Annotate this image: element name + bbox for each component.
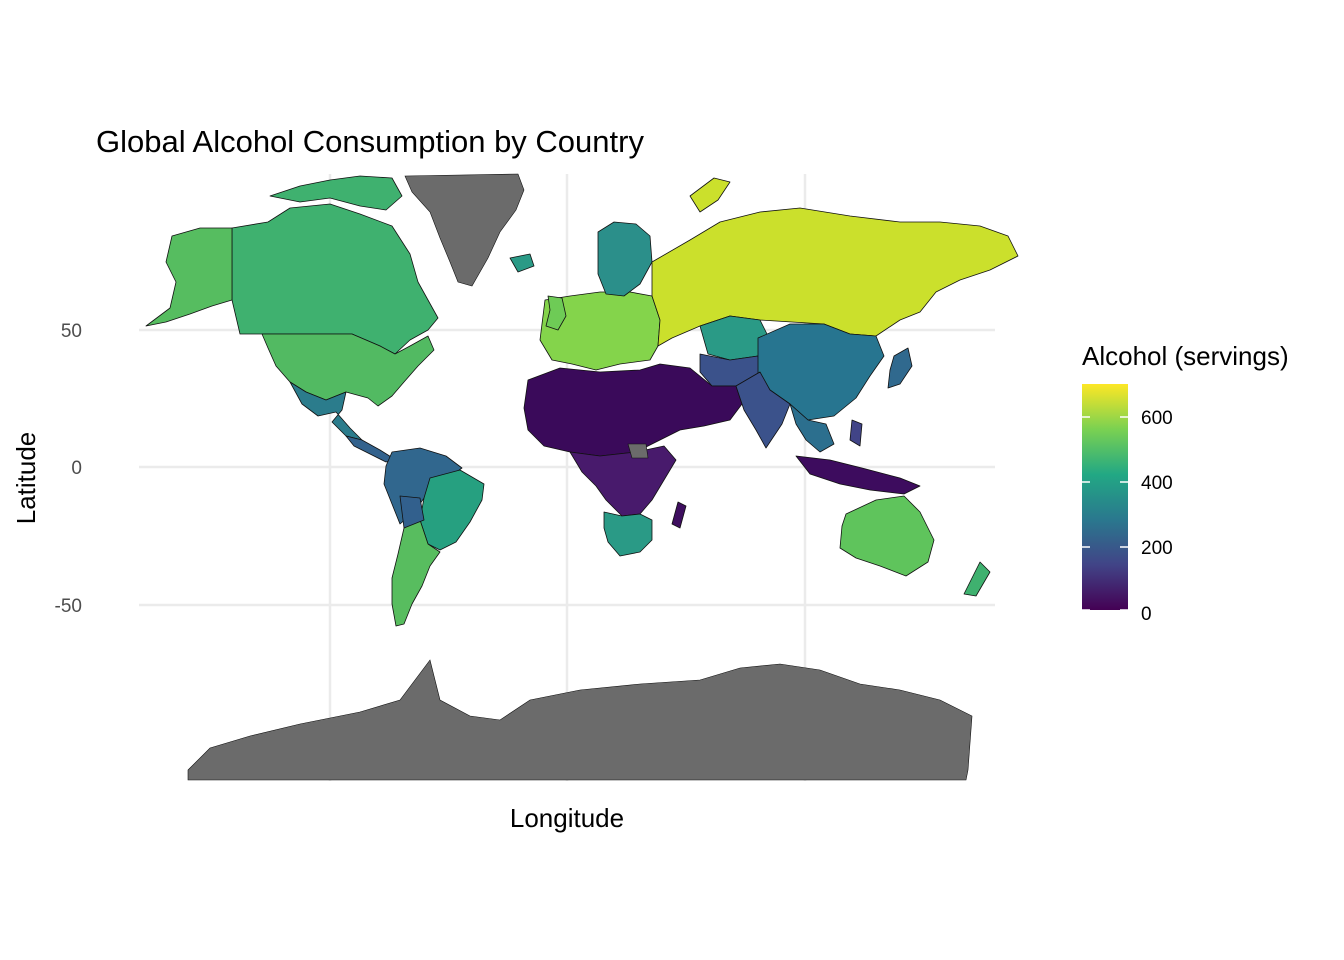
uk-shape bbox=[545, 295, 567, 331]
brazil-shape bbox=[419, 469, 485, 551]
iceland-shape bbox=[509, 253, 535, 273]
legend: Alcohol (servings) 600 400 200 0 bbox=[1082, 341, 1289, 625]
legend-label-400: 400 bbox=[1141, 473, 1173, 494]
canada-shape bbox=[231, 203, 439, 355]
north-africa-middle-east-shape bbox=[523, 363, 743, 457]
y-axis-title: Latitude bbox=[11, 432, 41, 525]
legend-title: Alcohol (servings) bbox=[1082, 341, 1289, 371]
y-tick-50: 50 bbox=[61, 321, 82, 342]
legend-label-600: 600 bbox=[1141, 408, 1173, 429]
bolivia-shape bbox=[399, 495, 425, 529]
x-axis-title: Longitude bbox=[510, 803, 624, 833]
central-america-shape bbox=[345, 435, 397, 463]
y-tick-0: 0 bbox=[71, 458, 82, 479]
congo-na-shape bbox=[627, 443, 649, 459]
india-shape bbox=[735, 371, 791, 449]
indonesia-shape bbox=[795, 455, 921, 495]
greenland-shape bbox=[404, 173, 525, 287]
new-zealand-shape bbox=[963, 561, 991, 597]
philippines-shape bbox=[849, 419, 863, 447]
central-africa-shape bbox=[569, 445, 677, 517]
southern-africa-shape bbox=[603, 511, 653, 557]
arctic-islands-shape bbox=[269, 175, 403, 211]
russia-islands-shape bbox=[689, 177, 731, 213]
map-land bbox=[145, 173, 1019, 781]
antarctica-shape bbox=[187, 659, 973, 781]
legend-label-0: 0 bbox=[1141, 604, 1152, 625]
australia-shape bbox=[839, 495, 935, 577]
southeast-asia-shape bbox=[789, 403, 835, 453]
usa-shape bbox=[261, 333, 435, 407]
legend-colorbar bbox=[1082, 384, 1128, 610]
scandinavia-shape bbox=[597, 221, 653, 297]
y-tick-minus50: -50 bbox=[55, 596, 82, 617]
legend-label-200: 200 bbox=[1141, 538, 1173, 559]
japan-shape bbox=[887, 347, 913, 389]
madagascar-shape bbox=[671, 501, 687, 529]
argentina-shape bbox=[391, 519, 441, 627]
chart-title: Global Alcohol Consumption by Country bbox=[96, 124, 644, 159]
russia-shape bbox=[651, 207, 1019, 347]
alaska-shape bbox=[145, 227, 233, 327]
